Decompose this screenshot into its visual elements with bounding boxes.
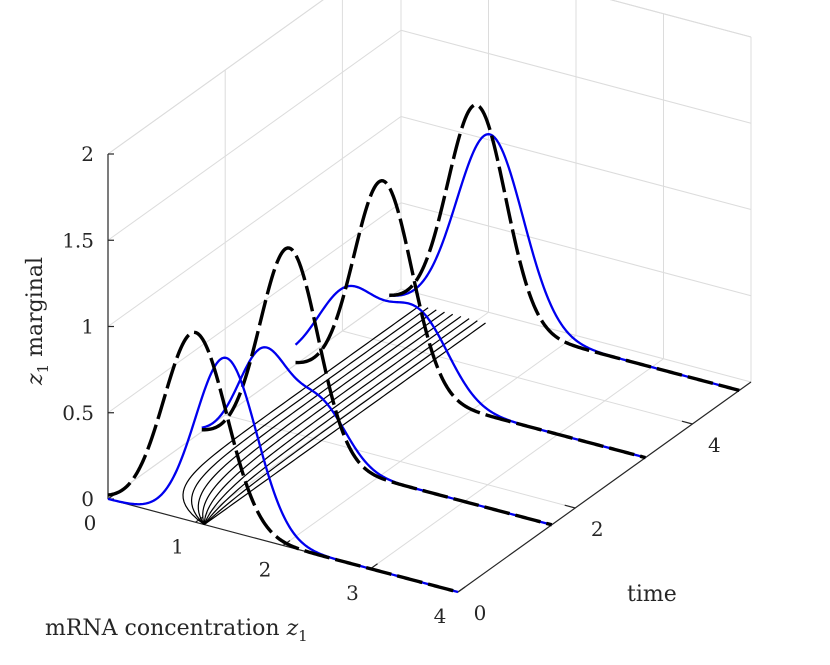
trajectory-path <box>182 305 421 526</box>
x-tick-label: 3 <box>346 581 359 605</box>
trajectory-path <box>203 315 462 525</box>
grid-line <box>107 202 402 414</box>
exact-curve-t0 <box>107 330 459 594</box>
y-tick-label: 0 <box>474 601 487 625</box>
trajectory-path <box>203 320 478 526</box>
x-tick-label: 2 <box>259 558 272 582</box>
trajectory-path <box>202 311 445 525</box>
y-tick-label: 2 <box>591 517 604 541</box>
approximate-curve-t0 <box>107 356 459 594</box>
y-axis-line <box>457 381 752 593</box>
x-axis-label: mRNA concentration z1 <box>45 616 308 645</box>
trajectory-path <box>203 313 454 525</box>
grid-line <box>107 288 402 500</box>
z-tick-label: 1.5 <box>62 228 94 252</box>
z-tick-label: 0 <box>81 487 94 511</box>
y-axis-label: time <box>627 582 677 607</box>
approximate-curve-t4.8 <box>389 133 740 392</box>
trajectories-layer <box>182 305 486 526</box>
grid-line <box>400 29 752 124</box>
trajectory-path <box>203 322 486 526</box>
grid-line <box>107 0 324 155</box>
grid-line <box>370 358 664 570</box>
trajectory-path <box>190 307 429 525</box>
grid-line <box>342 330 693 425</box>
y-tick-mark <box>681 420 693 425</box>
trajectory-path <box>197 309 437 525</box>
exact-curve-t1.6 <box>201 246 553 527</box>
z-axis-label: z1 marginal <box>23 257 52 386</box>
grid-line <box>400 202 752 297</box>
z-tick-label: 2 <box>81 142 94 166</box>
trajectory-path <box>203 318 470 525</box>
axes-layer <box>107 153 752 593</box>
y-tick-label: 4 <box>708 433 721 457</box>
y-tick-mark <box>564 504 576 509</box>
box-edge <box>107 0 324 155</box>
approximate-curve-t3.2 <box>294 284 646 459</box>
grid-line <box>107 116 402 327</box>
z-tick-label: 1 <box>81 315 94 339</box>
x-tick-label: 0 <box>84 511 97 535</box>
x-tick-label: 4 <box>434 604 447 628</box>
grid-line <box>107 29 402 241</box>
curves-layer <box>107 103 740 594</box>
grid-line <box>282 335 577 546</box>
tick-labels-layer: 0 0.5 1 1.5 2 0 1 2 3 4 0 2 4 <box>62 142 721 628</box>
box-edge <box>609 0 752 38</box>
grid-line <box>225 414 576 509</box>
grid-line <box>400 116 752 210</box>
exact-curve-t4.8 <box>389 103 740 393</box>
exact-curve-t3.2 <box>295 179 646 460</box>
z-tick-label: 0.5 <box>62 401 94 425</box>
approximate-curve-t1.6 <box>201 346 553 526</box>
x-tick-mark <box>457 586 466 593</box>
x-tick-label: 1 <box>171 534 184 558</box>
